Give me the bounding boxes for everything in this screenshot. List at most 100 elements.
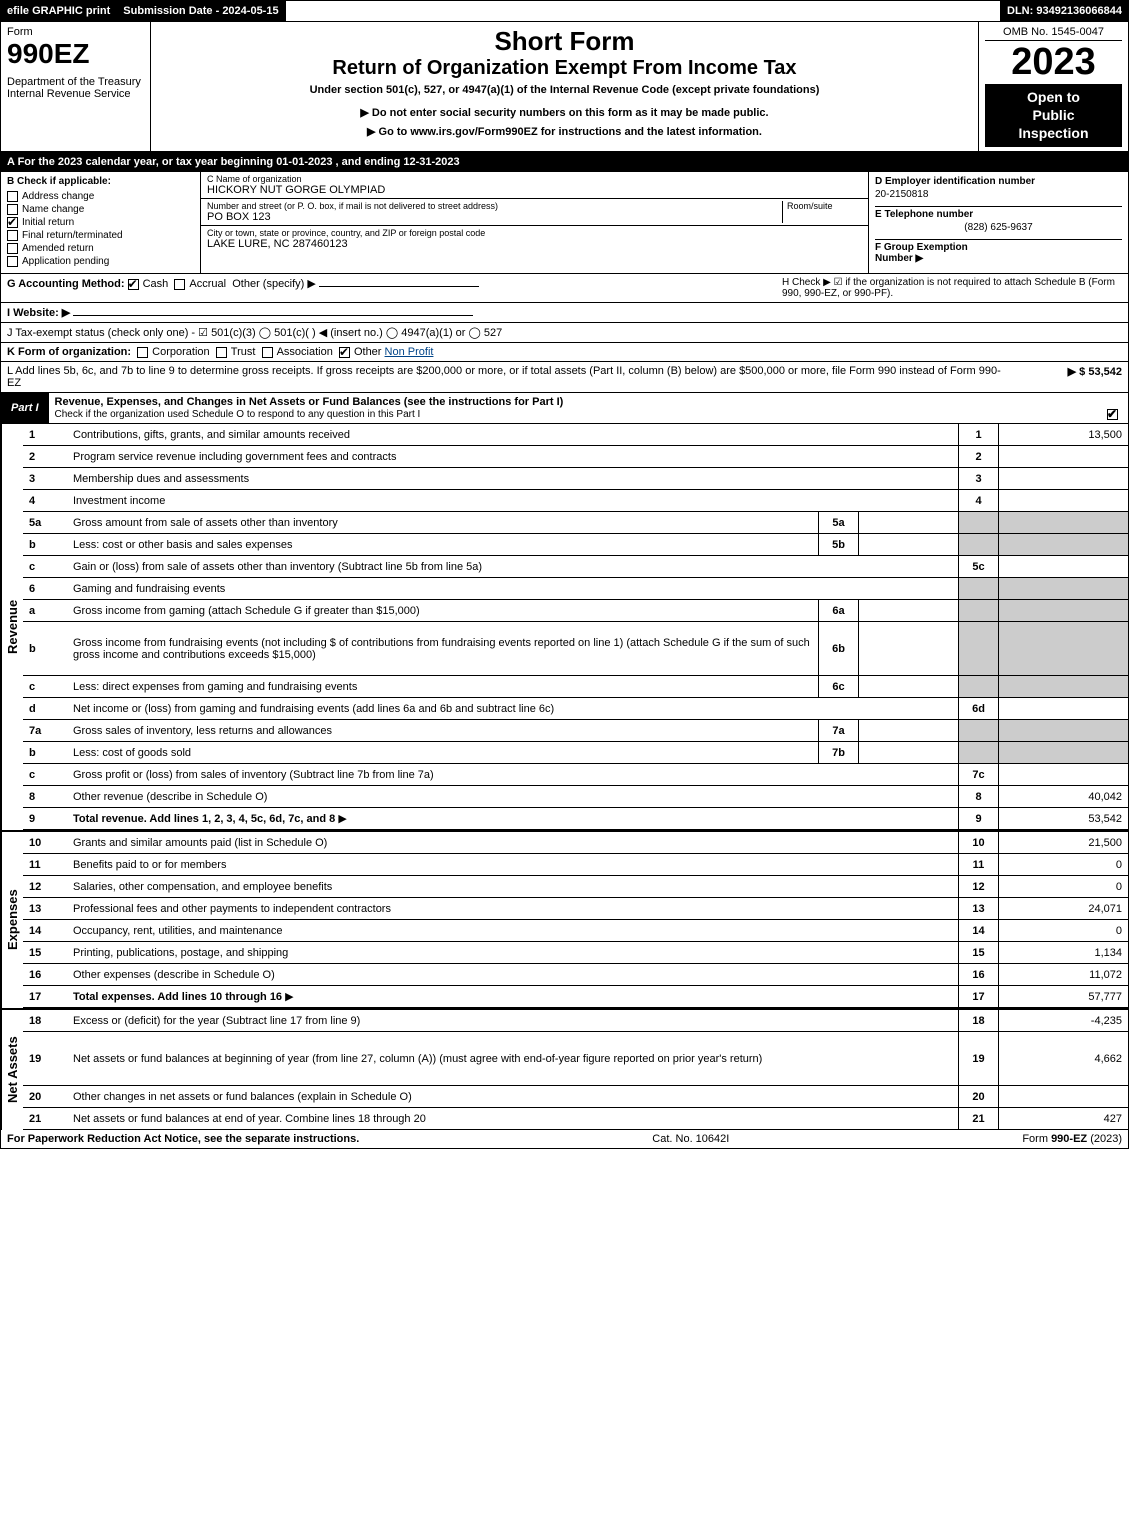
row-rn: 20 <box>958 1086 998 1107</box>
row-rn: 16 <box>958 964 998 985</box>
table-row: aGross income from gaming (attach Schedu… <box>23 600 1129 622</box>
trust-checkbox[interactable] <box>216 347 227 358</box>
return-title: Return of Organization Exempt From Incom… <box>157 57 972 80</box>
row-num: 3 <box>23 468 67 489</box>
row-value <box>998 742 1128 763</box>
sub-label: 6a <box>818 600 858 621</box>
form-title-block: Short Form Return of Organization Exempt… <box>151 22 978 151</box>
row-rn: 21 <box>958 1108 998 1129</box>
table-row: 9Total revenue. Add lines 1, 2, 3, 4, 5c… <box>23 808 1129 830</box>
row-value <box>998 490 1128 511</box>
row-rn <box>958 742 998 763</box>
row-num: 11 <box>23 854 67 875</box>
row-desc: Membership dues and assessments <box>67 468 958 489</box>
form-label: Form <box>7 26 144 38</box>
dln: DLN: 93492136066844 <box>1001 1 1128 21</box>
sub-value <box>858 600 958 621</box>
table-row: 14Occupancy, rent, utilities, and mainte… <box>23 920 1129 942</box>
row-num: c <box>23 676 67 697</box>
assoc-checkbox[interactable] <box>262 347 273 358</box>
c-city-row: City or town, state or province, country… <box>201 226 868 274</box>
table-row: cGross profit or (loss) from sales of in… <box>23 764 1129 786</box>
section-d: D Employer identification number 20-2150… <box>868 172 1128 274</box>
row-rn: 11 <box>958 854 998 875</box>
row-rn: 3 <box>958 468 998 489</box>
row-num: 1 <box>23 424 67 445</box>
row-rn <box>958 600 998 621</box>
table-row: 15Printing, publications, postage, and s… <box>23 942 1129 964</box>
row-desc: Net assets or fund balances at beginning… <box>67 1032 958 1085</box>
row-desc: Gain or (loss) from sale of assets other… <box>67 556 958 577</box>
footer: For Paperwork Reduction Act Notice, see … <box>0 1130 1129 1149</box>
b-item[interactable]: Final return/terminated <box>7 230 194 241</box>
other-value[interactable]: Non Profit <box>385 346 434 358</box>
sub-label: 6b <box>818 622 858 675</box>
row-rn: 18 <box>958 1010 998 1031</box>
row-value <box>998 556 1128 577</box>
efile-btn[interactable]: efile GRAPHIC print <box>1 1 117 21</box>
scho-checkbox[interactable] <box>1107 409 1118 420</box>
row-desc: Total revenue. Add lines 1, 2, 3, 4, 5c,… <box>67 808 958 829</box>
c-name-label: C Name of organization <box>207 174 862 184</box>
row-desc: Program service revenue including govern… <box>67 446 958 467</box>
row-value <box>998 720 1128 741</box>
row-num: 17 <box>23 986 67 1007</box>
row-rn <box>958 512 998 533</box>
table-row: 6Gaming and fundraising events <box>23 578 1129 600</box>
ein: 20-2150818 <box>875 189 1122 200</box>
row-value: 0 <box>998 876 1128 897</box>
netassets-label: Net Assets <box>1 1010 23 1130</box>
row-num: c <box>23 556 67 577</box>
row-value: 11,072 <box>998 964 1128 985</box>
row-rn: 19 <box>958 1032 998 1085</box>
table-row: 7aGross sales of inventory, less returns… <box>23 720 1129 742</box>
footer-left: For Paperwork Reduction Act Notice, see … <box>7 1133 359 1145</box>
corp-checkbox[interactable] <box>137 347 148 358</box>
row-value <box>998 468 1128 489</box>
row-num: 20 <box>23 1086 67 1107</box>
table-row: 1Contributions, gifts, grants, and simil… <box>23 424 1129 446</box>
row-desc: Contributions, gifts, grants, and simila… <box>67 424 958 445</box>
row-rn <box>958 622 998 675</box>
c-addr-label: Number and street (or P. O. box, if mail… <box>207 201 782 211</box>
b-item[interactable]: Address change <box>7 191 194 202</box>
table-row: bGross income from fundraising events (n… <box>23 622 1129 676</box>
part1-header: Part I Revenue, Expenses, and Changes in… <box>0 393 1129 424</box>
h-line: H Check ▶ ☑ if the organization is not r… <box>782 277 1122 299</box>
goto-link[interactable]: ▶ Go to www.irs.gov/Form990EZ for instru… <box>157 125 972 138</box>
table-row: 2Program service revenue including gover… <box>23 446 1129 468</box>
b-item[interactable]: Application pending <box>7 256 194 267</box>
row-num: 16 <box>23 964 67 985</box>
b-item[interactable]: Initial return <box>7 217 194 228</box>
row-desc: Less: direct expenses from gaming and fu… <box>67 676 818 697</box>
other-checkbox[interactable] <box>339 347 350 358</box>
b-item[interactable]: Name change <box>7 204 194 215</box>
row-num: 9 <box>23 808 67 829</box>
row-rn: 8 <box>958 786 998 807</box>
org-addr: PO BOX 123 <box>207 211 782 223</box>
submission-date: Submission Date - 2024-05-15 <box>117 1 285 21</box>
spacer <box>286 1 1001 21</box>
row-rn: 6d <box>958 698 998 719</box>
row-rn: 15 <box>958 942 998 963</box>
row-value <box>998 1086 1128 1107</box>
revenue-table: Revenue 1Contributions, gifts, grants, a… <box>0 424 1129 830</box>
under-section: Under section 501(c), 527, or 4947(a)(1)… <box>157 84 972 96</box>
part1-title: Revenue, Expenses, and Changes in Net As… <box>49 393 1128 423</box>
form-number: 990EZ <box>7 38 144 70</box>
accrual-checkbox[interactable] <box>174 279 185 290</box>
expenses-label: Expenses <box>1 832 23 1008</box>
sub-value <box>858 622 958 675</box>
row-rn: 14 <box>958 920 998 941</box>
sub-value <box>858 534 958 555</box>
sub-value <box>858 720 958 741</box>
row-desc: Printing, publications, postage, and shi… <box>67 942 958 963</box>
netassets-table: Net Assets 18Excess or (deficit) for the… <box>0 1008 1129 1130</box>
row-desc: Gross income from fundraising events (no… <box>67 622 818 675</box>
row-num: 2 <box>23 446 67 467</box>
b-item[interactable]: Amended return <box>7 243 194 254</box>
cash-checkbox[interactable] <box>128 279 139 290</box>
row-num: 18 <box>23 1010 67 1031</box>
row-num: b <box>23 622 67 675</box>
table-row: 20Other changes in net assets or fund ba… <box>23 1086 1129 1108</box>
